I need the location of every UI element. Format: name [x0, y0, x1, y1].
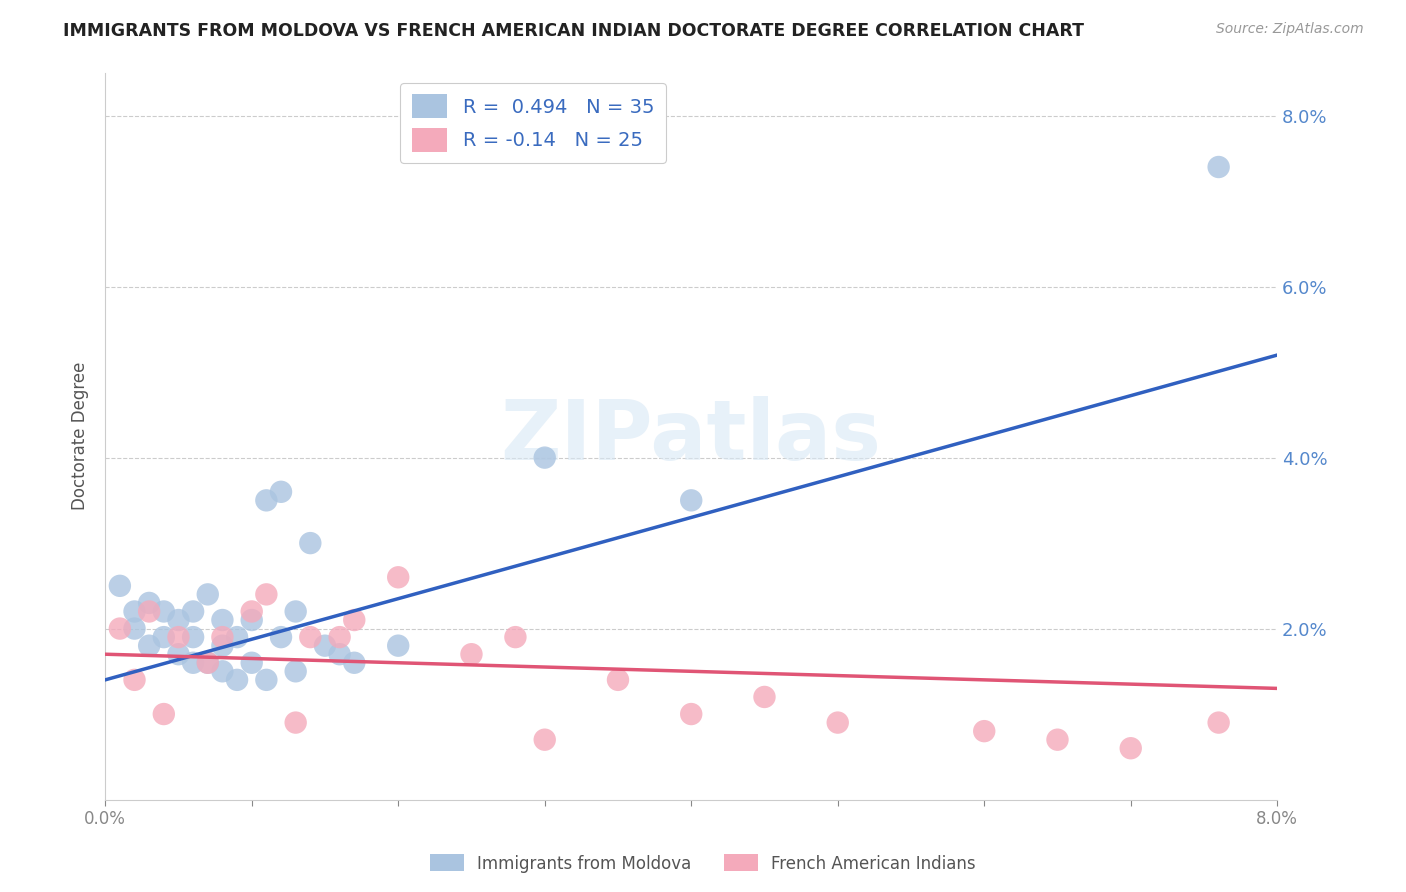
Point: [240, 656, 263, 670]
Point: [299, 630, 322, 644]
Point: [138, 605, 160, 619]
Point: [138, 639, 160, 653]
Point: [1046, 732, 1069, 747]
Point: [299, 536, 322, 550]
Point: [754, 690, 776, 704]
Legend: Immigrants from Moldova, French American Indians: Immigrants from Moldova, French American…: [423, 847, 983, 880]
Point: [973, 724, 995, 739]
Point: [181, 605, 204, 619]
Point: [197, 656, 219, 670]
Point: [167, 613, 190, 627]
Point: [681, 493, 703, 508]
Point: [124, 605, 146, 619]
Point: [387, 639, 409, 653]
Point: [197, 656, 219, 670]
Text: IMMIGRANTS FROM MOLDOVA VS FRENCH AMERICAN INDIAN DOCTORATE DEGREE CORRELATION C: IMMIGRANTS FROM MOLDOVA VS FRENCH AMERIC…: [63, 22, 1084, 40]
Point: [240, 613, 263, 627]
Point: [1208, 715, 1230, 730]
Point: [387, 570, 409, 584]
Point: [284, 715, 307, 730]
Text: ZIPatlas: ZIPatlas: [501, 396, 882, 476]
Point: [138, 596, 160, 610]
Point: [211, 665, 233, 679]
Point: [314, 639, 336, 653]
Point: [211, 613, 233, 627]
Point: [607, 673, 630, 687]
Point: [181, 630, 204, 644]
Text: Source: ZipAtlas.com: Source: ZipAtlas.com: [1216, 22, 1364, 37]
Point: [181, 656, 204, 670]
Point: [240, 605, 263, 619]
Point: [153, 630, 176, 644]
Point: [270, 484, 292, 499]
Point: [124, 673, 146, 687]
Point: [254, 493, 277, 508]
Point: [153, 605, 176, 619]
Point: [270, 630, 292, 644]
Point: [167, 630, 190, 644]
Point: [108, 579, 131, 593]
Legend: R =  0.494   N = 35, R = -0.14   N = 25: R = 0.494 N = 35, R = -0.14 N = 25: [401, 83, 665, 163]
Point: [284, 665, 307, 679]
Point: [1119, 741, 1142, 756]
Y-axis label: Doctorate Degree: Doctorate Degree: [72, 362, 89, 510]
Point: [284, 605, 307, 619]
Point: [226, 673, 249, 687]
Point: [167, 647, 190, 661]
Point: [254, 673, 277, 687]
Point: [343, 656, 366, 670]
Point: [505, 630, 527, 644]
Point: [329, 647, 352, 661]
Point: [329, 630, 352, 644]
Point: [343, 613, 366, 627]
Point: [533, 450, 555, 465]
Point: [827, 715, 849, 730]
Point: [211, 630, 233, 644]
Point: [211, 639, 233, 653]
Point: [1208, 160, 1230, 174]
Point: [533, 732, 555, 747]
Point: [124, 622, 146, 636]
Point: [460, 647, 482, 661]
Point: [108, 622, 131, 636]
Point: [197, 587, 219, 601]
Point: [153, 707, 176, 722]
Point: [226, 630, 249, 644]
Point: [681, 707, 703, 722]
Point: [254, 587, 277, 601]
